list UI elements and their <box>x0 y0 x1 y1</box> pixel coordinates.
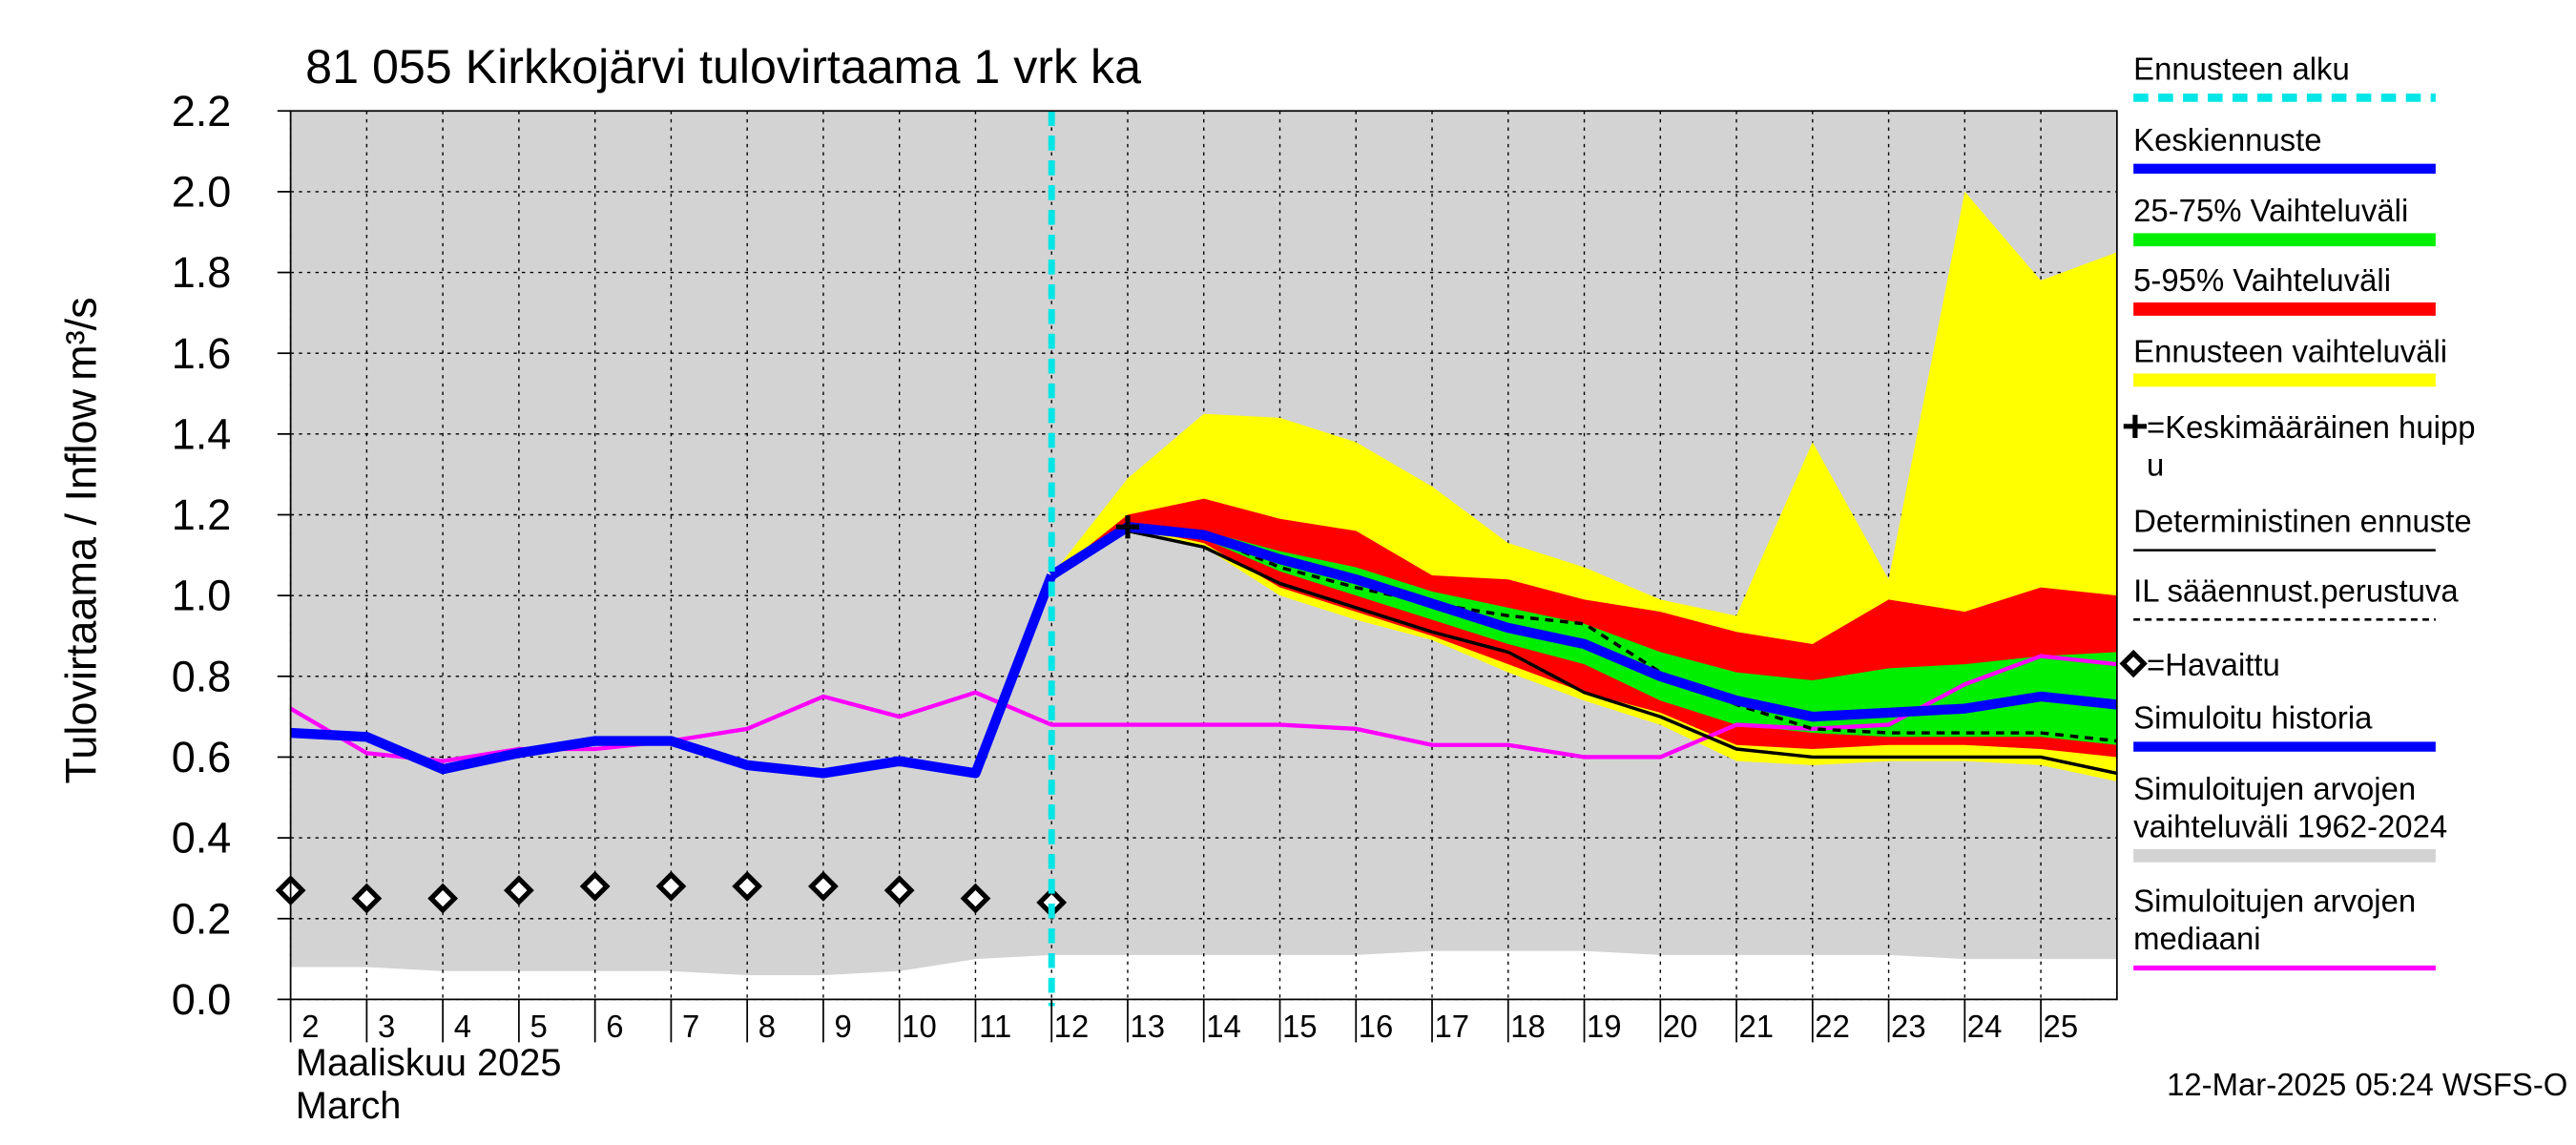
x-tick-label: 8 <box>758 1009 776 1044</box>
legend-label: Ennusteen vaihteluväli <box>2133 333 2447 368</box>
x-tick-label: 3 <box>378 1009 395 1044</box>
x-tick-label: 4 <box>454 1009 471 1044</box>
x-axis-label-english: March <box>296 1085 402 1127</box>
x-tick-label: 12 <box>1054 1009 1090 1044</box>
legend-swatch <box>2119 649 2148 678</box>
y-axis-unit: m³/s <box>56 297 105 380</box>
observed-marker <box>579 870 611 902</box>
y-tick-label: 0.0 <box>172 975 232 1024</box>
observed-marker <box>808 870 839 902</box>
peak-marker <box>1115 515 1140 539</box>
x-tick-label: 25 <box>2044 1009 2079 1044</box>
observed-marker <box>503 875 534 906</box>
x-tick-label: 23 <box>1891 1009 1926 1044</box>
x-tick-label: 15 <box>1282 1009 1318 1044</box>
x-tick-label: 14 <box>1206 1009 1241 1044</box>
x-tick-label: 21 <box>1739 1009 1775 1044</box>
legend-label: Keskiennuste <box>2133 122 2321 157</box>
x-tick-label: 9 <box>835 1009 852 1044</box>
y-tick-label: 0.2 <box>172 894 232 943</box>
series-line <box>290 573 1057 779</box>
x-tick-label: 17 <box>1434 1009 1469 1044</box>
x-tick-label: 18 <box>1510 1009 1546 1044</box>
x-tick-label: 16 <box>1359 1009 1394 1044</box>
y-tick-label: 0.8 <box>172 652 232 700</box>
legend-label: IL sääennust.perustuva <box>2133 572 2459 608</box>
y-tick-label: 1.4 <box>172 409 232 458</box>
legend-label: 5-95% Vaihteluväli <box>2133 262 2391 298</box>
legend-label: Simuloitujen arvojen mediaani <box>2133 884 2416 956</box>
y-tick-label: 0.6 <box>172 733 232 781</box>
y-tick-label: 2.2 <box>172 87 232 135</box>
observed-marker <box>732 870 763 902</box>
observed-marker <box>427 883 459 914</box>
x-tick-label: 2 <box>301 1009 319 1044</box>
chart-title: 81 055 Kirkkojärvi tulovirtaama 1 vrk ka <box>305 40 1141 94</box>
legend-label: Ennusteen alku <box>2133 51 2350 86</box>
observed-marker <box>655 870 687 902</box>
legend-label: Simuloitujen arvojen vaihteluväli 1962-20… <box>2133 771 2447 843</box>
x-tick-label: 20 <box>1663 1009 1698 1044</box>
y-tick-label: 1.0 <box>172 572 232 620</box>
series-line <box>1050 529 2118 776</box>
observed-marker <box>960 883 991 914</box>
y-tick-label: 1.6 <box>172 329 232 378</box>
y-tick-label: 1.2 <box>172 490 232 539</box>
legend-label: =Havaittu <box>2147 647 2280 682</box>
x-tick-label: 13 <box>1130 1009 1165 1044</box>
x-axis-label: Maaliskuu 2025 <box>296 1042 562 1084</box>
x-tick-label: 22 <box>1815 1009 1850 1044</box>
x-tick-label: 5 <box>530 1009 548 1044</box>
legend-swatch <box>2123 414 2147 438</box>
series-line <box>289 654 2118 763</box>
legend-label: =Keskimääräinen huipp u <box>2147 409 2476 482</box>
y-tick-label: 0.4 <box>172 814 232 863</box>
x-tick-label: 19 <box>1587 1009 1622 1044</box>
x-tick-label: 7 <box>682 1009 699 1044</box>
footer: 12-Mar-2025 05:24 WSFS-O <box>2167 1067 2567 1102</box>
legend-label: Deterministinen ennuste <box>2133 504 2472 539</box>
y-axis-label: Tulovirtaama / Inflow <box>56 388 105 783</box>
x-tick-label: 24 <box>1967 1009 2003 1044</box>
x-tick-label: 10 <box>902 1009 937 1044</box>
observed-marker <box>1036 886 1068 918</box>
observed-marker <box>883 875 915 906</box>
x-tick-label: 11 <box>979 1009 1011 1044</box>
observed-marker <box>351 883 383 914</box>
series-line <box>1049 522 2118 722</box>
legend-label: 25-75% Vaihteluväli <box>2133 193 2408 228</box>
y-tick-label: 1.8 <box>172 248 232 297</box>
x-tick-label: 6 <box>606 1009 623 1044</box>
y-tick-label: 2.0 <box>172 167 232 216</box>
legend-label: Simuloitu historia <box>2133 700 2373 736</box>
